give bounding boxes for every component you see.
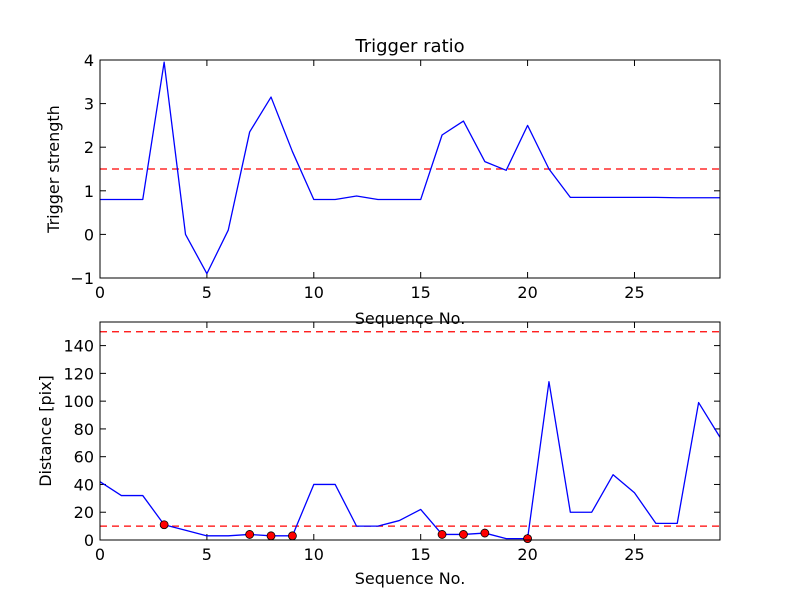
x-axis-label: Sequence No. [355,309,466,328]
y-tick-label: 40 [74,475,94,494]
data-line [99,381,721,540]
chart-title: Trigger ratio [354,36,464,57]
x-tick-label: 25 [624,545,644,564]
data-point [159,520,169,530]
plot-frame [99,59,721,279]
y-tick-label: 80 [74,420,94,439]
x-tick-label: 10 [304,545,324,564]
x-tick-label: 25 [624,283,644,302]
series-lines [100,61,720,275]
y-tick-label: 2 [84,138,94,157]
y-tick-label: 1 [84,182,94,201]
data-line [100,61,720,275]
x-tick-label: 0 [95,545,105,564]
y-tick-label: 4 [84,51,94,70]
threshold-lines [100,331,720,527]
x-tick-label: 5 [202,283,212,302]
x-tick-label: 20 [517,283,537,302]
subplot-distance: Sequence No. Distance [pix] 0 5 10 15 20 25 0 2… [36,321,721,588]
x-tick-label: 10 [304,283,324,302]
axis-ticks: 0 5 10 15 20 25 0 20 40 60 80 100 120 140 [63,322,720,564]
x-tick-label: 15 [411,283,431,302]
y-tick-label: 3 [84,95,94,114]
y-tick-label: 60 [74,448,94,467]
y-tick-label: 100 [63,392,94,411]
data-point [437,530,447,539]
x-tick-label: 5 [202,545,212,564]
x-tick-label: 15 [411,545,431,564]
y-axis-label: Trigger strength [44,105,63,234]
subplot-trigger-ratio: Trigger ratio Sequence No. Trigger stren… [44,36,721,328]
data-point [288,531,297,541]
highlight-markers [159,520,532,544]
data-point [523,534,532,544]
y-tick-label: 0 [84,225,94,244]
y-axis-label: Distance [pix] [36,375,55,487]
data-point [266,531,276,541]
y-tick-label: 140 [63,337,94,356]
data-point [459,530,468,539]
x-tick-label: 20 [517,545,537,564]
data-point [245,530,255,539]
series-lines [99,381,721,540]
x-axis-label: Sequence No. [355,569,466,588]
y-tick-label: −1 [70,269,94,288]
y-tick-label: 0 [84,531,94,550]
y-tick-label: 120 [63,364,94,383]
data-point [480,528,490,538]
plot-frame [99,321,721,541]
y-tick-label: 20 [74,503,94,522]
x-tick-label: 0 [95,283,105,302]
